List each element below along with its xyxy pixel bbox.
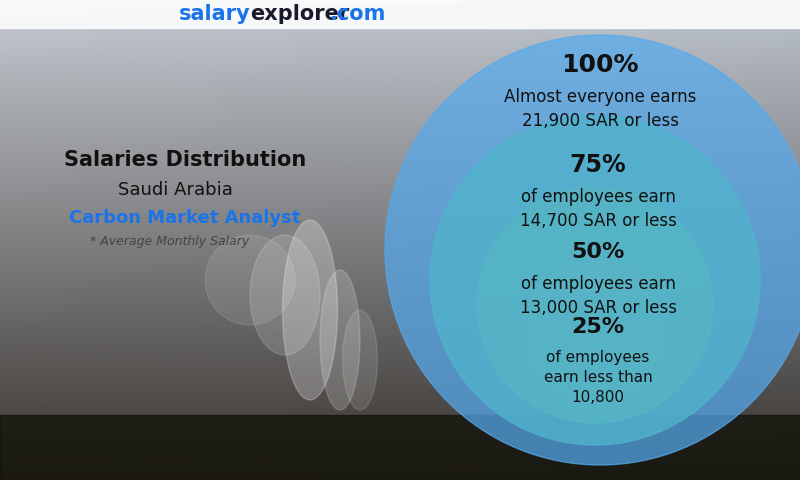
Circle shape (385, 35, 800, 465)
Text: explorer: explorer (250, 4, 350, 24)
Text: Carbon Market Analyst: Carbon Market Analyst (70, 209, 301, 227)
Bar (0, 415, 800, 480)
Bar (0, 0, 800, 28)
Ellipse shape (282, 220, 338, 400)
Ellipse shape (342, 310, 378, 410)
Circle shape (477, 187, 713, 423)
Text: * Average Monthly Salary: * Average Monthly Salary (90, 236, 250, 249)
Ellipse shape (250, 235, 320, 355)
Circle shape (430, 115, 760, 445)
Text: Salaries Distribution: Salaries Distribution (64, 150, 306, 170)
Text: of employees earn
14,700 SAR or less: of employees earn 14,700 SAR or less (519, 188, 677, 229)
Text: salary: salary (178, 4, 250, 24)
Text: 25%: 25% (571, 317, 625, 337)
Text: of employees earn
13,000 SAR or less: of employees earn 13,000 SAR or less (519, 275, 677, 317)
Ellipse shape (205, 235, 295, 325)
Text: Almost everyone earns
21,900 SAR or less: Almost everyone earns 21,900 SAR or less (504, 88, 696, 130)
Text: .com: .com (330, 4, 386, 24)
Text: 75%: 75% (570, 153, 626, 177)
Text: of employees
earn less than
10,800: of employees earn less than 10,800 (544, 350, 652, 405)
Ellipse shape (320, 270, 360, 410)
Circle shape (523, 260, 667, 404)
Text: 100%: 100% (562, 53, 638, 77)
Text: 50%: 50% (571, 242, 625, 262)
Text: Saudi Arabia: Saudi Arabia (118, 181, 233, 199)
